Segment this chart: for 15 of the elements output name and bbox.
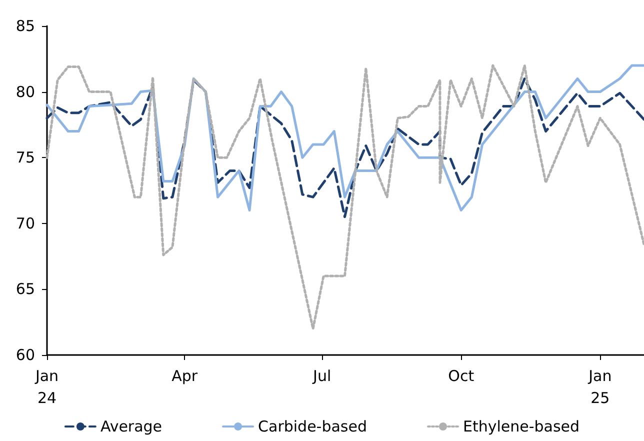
y-tick-label: 80 (16, 82, 35, 101)
x-tick-label: Oct (448, 367, 474, 385)
y-tick-label: 60 (16, 346, 35, 364)
legend-label: Average (100, 418, 162, 436)
y-tick-label: 75 (16, 148, 35, 167)
x-tick-label: Jan 24 (34, 367, 59, 407)
y-tick-label: 85 (16, 17, 35, 35)
x-tick-label: Apr (172, 367, 198, 385)
legend-label: Carbide-based (258, 418, 368, 436)
legend-label: Ethylene-based (462, 418, 580, 436)
line-series (46, 64, 644, 330)
x-tick-label: Jan 25 (588, 367, 612, 407)
y-tick-label: 65 (16, 280, 35, 298)
y-tick-label: 70 (16, 214, 35, 232)
x-tick-label: Jul (312, 367, 332, 385)
